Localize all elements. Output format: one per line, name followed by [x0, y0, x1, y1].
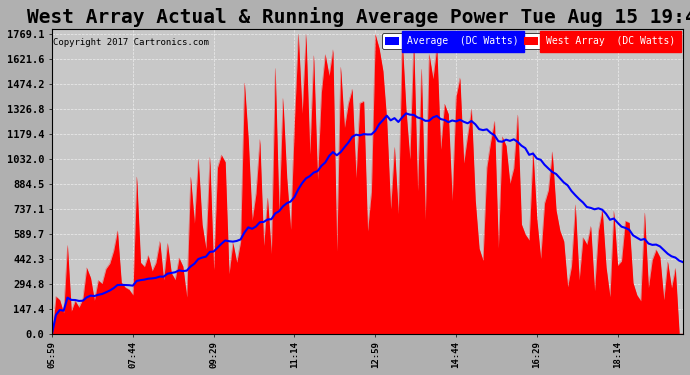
Title: West Array Actual & Running Average Power Tue Aug 15 19:48: West Array Actual & Running Average Powe…	[27, 7, 690, 27]
Legend: Average  (DC Watts), West Array  (DC Watts): Average (DC Watts), West Array (DC Watts…	[382, 33, 678, 49]
Text: Copyright 2017 Cartronics.com: Copyright 2017 Cartronics.com	[53, 38, 209, 46]
